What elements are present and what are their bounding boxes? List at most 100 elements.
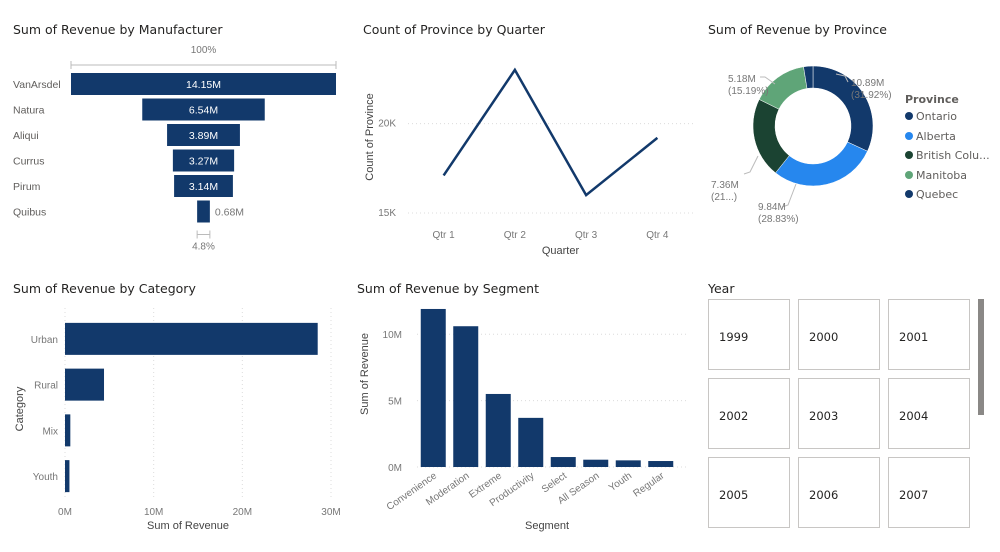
legend-label: Ontario — [916, 110, 957, 123]
legend-label: Quebec — [916, 188, 959, 201]
year-slicer-title: Year — [708, 281, 735, 296]
quarter-line-chart: 15K 20K Qtr 1 Qtr 2 Qtr 3 Qtr 4 Quarter Count o… — [364, 67, 693, 257]
donut-percent-label: (31.92%) — [851, 90, 892, 101]
funnel-value-label: 3.14M — [189, 181, 218, 193]
funnel-category-label: Aliqui — [13, 130, 39, 142]
year-tile-label: 2001 — [899, 330, 929, 344]
hbar-bar — [65, 322, 318, 355]
donut-value-label: 7.36M — [711, 180, 739, 191]
funnel-bottom-percent-label: 4.8% — [192, 242, 215, 253]
hbar-x-tick-label: 20M — [233, 507, 252, 518]
donut-leader-line — [835, 73, 849, 83]
vbar-bar — [420, 308, 446, 467]
segment-bar-chart: 0M5M10MConvenienceModerationExtremeProdu… — [359, 308, 689, 532]
funnel-value-label: 3.89M — [189, 130, 218, 142]
year-tile-2007[interactable]: 2007 — [888, 457, 970, 528]
legend-dot-icon — [905, 151, 913, 159]
vbar-x-tick-label: Regular — [631, 470, 667, 499]
legend-item-ontario[interactable]: Ontario — [905, 110, 957, 123]
funnel-category-label: Pirum — [13, 181, 41, 193]
vbar-y-tick-label: 5M — [388, 397, 402, 408]
segment-bar-title: Sum of Revenue by Segment — [357, 281, 539, 296]
hbar-category-label: Mix — [42, 426, 58, 437]
province-donut-panel: Sum of Revenue by Province 10.89M (31.92%… — [708, 22, 1000, 262]
year-slicer-scrollbar[interactable] — [978, 299, 984, 415]
year-tile-label: 2006 — [809, 488, 839, 502]
province-donut-title: Sum of Revenue by Province — [708, 22, 887, 37]
year-tile-label: 1999 — [719, 330, 749, 344]
year-tile-label: 2004 — [899, 409, 929, 423]
manufacturer-funnel-chart: 100% VanArsdel 14.15M Natura 6.54M Aliqui 3.89… — [13, 45, 337, 253]
year-tile-label: 2005 — [719, 488, 749, 502]
quarter-line-panel: Count of Province by Quarter 15K 20K Qtr 1… — [363, 22, 698, 262]
legend-item-manitoba[interactable]: Manitoba — [905, 169, 967, 182]
legend-item-alberta[interactable]: Alberta — [905, 130, 956, 143]
funnel-top-percent-label: 100% — [191, 45, 217, 56]
funnel-category-label: Currus — [13, 156, 45, 168]
vbar-bar — [485, 393, 511, 467]
legend-dot-icon — [905, 170, 913, 179]
legend-label: Manitoba — [916, 168, 968, 182]
province-donut-chart: 10.89M(31.92%) 9.84M(28.83%) 7.36M(21...) 5… — [711, 65, 892, 225]
legend-dot-icon — [905, 190, 913, 198]
donut-slice-quebec — [803, 65, 814, 89]
year-tile-2003[interactable]: 2003 — [798, 378, 880, 449]
vbar-x-axis-title: Segment — [525, 520, 569, 532]
line-x-axis-title: Quarter — [542, 245, 580, 257]
year-slicer-panel: Year 1999 2000 2001 2002 2003 2004 2005 2006 200… — [708, 281, 1000, 541]
donut-leader-line — [760, 76, 776, 85]
line-x-tick-label: Qtr 1 — [433, 230, 456, 241]
year-tile-label: 2003 — [809, 409, 839, 423]
vbar-bar — [583, 459, 609, 467]
line-x-tick-label: Qtr 2 — [504, 230, 527, 241]
donut-slice-alberta — [775, 141, 868, 187]
hbar-category-label: Rural — [34, 381, 58, 392]
hbar-bar — [65, 368, 105, 401]
legend-dot-icon — [905, 131, 913, 140]
year-tile-2006[interactable]: 2006 — [798, 457, 880, 528]
funnel-value-label: 14.15M — [186, 79, 221, 91]
line-x-tick-label: Qtr 4 — [646, 230, 669, 241]
donut-slice-british-columbia — [752, 99, 790, 174]
funnel-value-label: 6.54M — [189, 105, 218, 117]
hbar-y-axis-title: Category — [14, 386, 26, 431]
funnel-value-label: 3.27M — [189, 156, 218, 168]
segment-bar-panel: Sum of Revenue by Segment 0M 5M 10M Conveni… — [357, 281, 697, 541]
year-tile-2001[interactable]: 2001 — [888, 299, 970, 370]
vbar-y-tick-label: 0M — [388, 463, 402, 474]
year-tile-2004[interactable]: 2004 — [888, 378, 970, 449]
line-y-tick-label: 15K — [378, 208, 396, 219]
funnel-bar — [197, 200, 210, 223]
year-tile-2005[interactable]: 2005 — [708, 457, 790, 528]
vbar-bar — [648, 461, 674, 467]
hbar-x-tick-label: 10M — [144, 507, 163, 518]
donut-value-label: 9.84M — [758, 202, 786, 213]
year-tile-label: 2007 — [899, 488, 929, 502]
vbar-y-tick-label: 10M — [383, 330, 402, 341]
legend-item-quebec[interactable]: Quebec — [905, 188, 958, 201]
donut-percent-label: (21...) — [711, 192, 737, 203]
line-series — [442, 67, 659, 198]
vbar-bar — [518, 417, 544, 467]
funnel-bar — [71, 73, 336, 95]
year-tile-label: 2000 — [809, 330, 839, 344]
year-tile-label: 2002 — [719, 409, 749, 423]
funnel-bar — [172, 149, 235, 172]
manufacturer-funnel-title: Sum of Revenue by Manufacturer — [13, 22, 223, 37]
vbar-x-tick-label: Youth — [607, 470, 634, 493]
legend-dot-icon — [905, 112, 913, 120]
donut-value-label: 10.89M — [851, 78, 884, 89]
legend-item-british-columbia[interactable]: British Colu... — [905, 149, 990, 162]
hbar-bar — [65, 414, 71, 447]
legend-label: Alberta — [916, 129, 956, 143]
category-bar-chart: 0M 10M 20M 30M Urban Rural Mix Youth Sum of Reve… — [14, 308, 341, 532]
manufacturer-funnel-panel: Sum of Revenue by Manufacturer 100% VanAr… — [13, 22, 343, 262]
year-tile-2002[interactable]: 2002 — [708, 378, 790, 449]
year-tile-2000[interactable]: 2000 — [798, 299, 880, 370]
province-legend-title: Province — [905, 93, 959, 106]
funnel-bar — [167, 124, 240, 146]
line-y-axis-title: Count of Province — [364, 93, 376, 180]
year-tile-1999[interactable]: 1999 — [708, 299, 790, 370]
hbar-category-label: Youth — [33, 472, 58, 483]
funnel-bar — [142, 98, 265, 121]
